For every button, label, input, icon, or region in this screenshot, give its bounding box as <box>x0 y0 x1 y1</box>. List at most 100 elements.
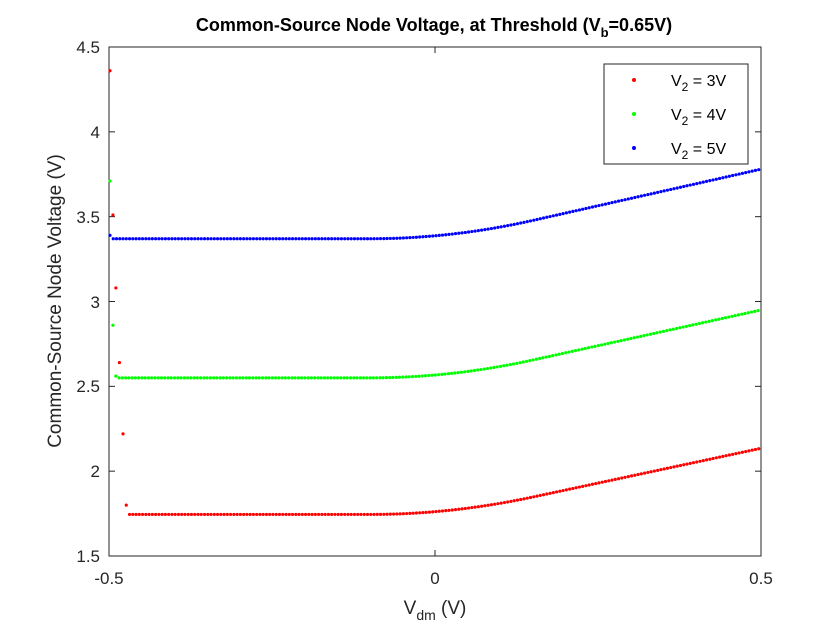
data-point <box>466 230 471 234</box>
data-point <box>655 331 659 335</box>
data-point <box>547 354 552 358</box>
data-point <box>118 237 122 241</box>
data-point <box>457 507 461 511</box>
data-point <box>639 194 643 198</box>
data-point <box>672 187 676 191</box>
data-point <box>600 203 604 207</box>
data-point <box>274 237 278 241</box>
data-point <box>711 456 715 461</box>
data-point <box>421 510 425 515</box>
data-point <box>297 512 301 517</box>
data-point <box>734 173 738 177</box>
data-point <box>372 237 376 241</box>
data-point <box>642 334 646 338</box>
data-point <box>685 462 689 466</box>
data-point <box>277 237 282 241</box>
data-point <box>296 376 301 380</box>
data-point <box>753 168 758 172</box>
data-point <box>567 350 571 354</box>
data-point <box>300 512 304 517</box>
x-tick-label-2: 0 <box>430 569 439 588</box>
data-point <box>404 375 408 379</box>
data-point <box>150 237 154 241</box>
data-point <box>294 237 298 241</box>
data-point <box>629 196 634 200</box>
data-point <box>271 512 275 517</box>
data-point <box>551 491 555 495</box>
data-point <box>235 237 239 241</box>
y-axis-label: Common-Source Node Voltage (V) <box>45 154 66 448</box>
data-point <box>555 490 559 494</box>
data-point <box>189 237 194 241</box>
data-point <box>215 237 220 241</box>
data-point <box>577 208 582 212</box>
data-point <box>489 226 493 231</box>
data-point <box>365 237 370 241</box>
data-point <box>626 475 630 479</box>
data-point <box>587 483 591 487</box>
data-point <box>444 233 448 237</box>
data-point <box>554 353 558 357</box>
data-point <box>597 481 601 485</box>
data-point <box>669 465 673 470</box>
data-point <box>215 376 219 380</box>
data-point <box>414 511 419 515</box>
data-point <box>509 499 513 503</box>
data-point <box>185 376 190 380</box>
data-point <box>199 237 203 241</box>
data-point <box>698 181 702 185</box>
data-point <box>212 512 216 517</box>
data-point <box>130 376 134 380</box>
data-point <box>183 237 187 241</box>
y-tick-label-1: 1.5 <box>76 547 100 566</box>
data-point <box>215 512 220 517</box>
data-point <box>411 511 415 515</box>
data-point <box>273 376 278 380</box>
data-point <box>691 182 696 186</box>
data-point <box>541 493 546 497</box>
data-point <box>173 512 177 517</box>
data-point <box>287 237 291 241</box>
data-point <box>440 509 445 513</box>
data-point <box>170 237 174 241</box>
data-point <box>570 349 574 353</box>
data-point <box>557 352 561 356</box>
data-point <box>209 237 213 241</box>
data-point <box>525 359 529 363</box>
data-point <box>121 237 125 241</box>
data-point <box>590 205 595 209</box>
data-point <box>522 497 526 501</box>
data-point <box>600 480 604 484</box>
data-point <box>427 234 432 238</box>
data-point <box>665 329 669 333</box>
data-point <box>238 376 242 380</box>
data-point <box>652 191 657 195</box>
data-point <box>662 189 666 193</box>
data-point <box>721 454 725 459</box>
data-point <box>235 512 239 517</box>
data-point <box>691 461 696 465</box>
data-point <box>593 344 597 348</box>
data-point <box>277 512 282 517</box>
data-point <box>532 495 536 499</box>
data-point <box>727 315 731 319</box>
data-point <box>202 237 207 241</box>
data-point <box>359 237 363 241</box>
data-point <box>718 176 722 181</box>
data-point <box>757 168 761 172</box>
data-point <box>747 449 751 453</box>
data-point <box>342 376 346 380</box>
data-point <box>427 510 432 514</box>
data-point <box>584 484 588 488</box>
data-point <box>616 199 621 203</box>
data-point <box>108 179 112 183</box>
data-point <box>349 237 353 241</box>
data-point <box>656 468 660 472</box>
data-point <box>694 322 698 326</box>
data-point <box>260 376 265 380</box>
data-point <box>538 356 542 361</box>
data-point <box>493 226 497 230</box>
data-point <box>453 232 458 236</box>
data-point <box>388 236 392 241</box>
